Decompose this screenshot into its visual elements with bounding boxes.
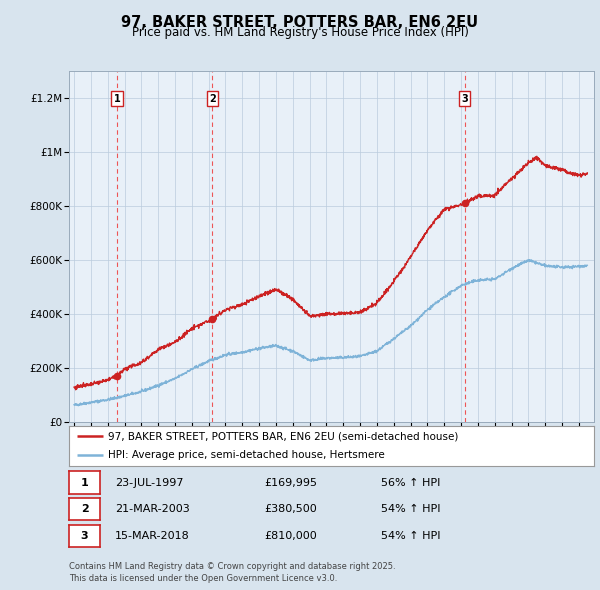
Text: 56% ↑ HPI: 56% ↑ HPI <box>381 478 440 487</box>
Text: £169,995: £169,995 <box>264 478 317 487</box>
Text: 23-JUL-1997: 23-JUL-1997 <box>115 478 184 487</box>
Text: 2: 2 <box>209 94 216 104</box>
Text: 3: 3 <box>461 94 468 104</box>
Text: 2: 2 <box>81 504 88 514</box>
Text: £810,000: £810,000 <box>264 531 317 540</box>
Text: 3: 3 <box>81 531 88 540</box>
Text: Price paid vs. HM Land Registry's House Price Index (HPI): Price paid vs. HM Land Registry's House … <box>131 26 469 39</box>
Text: 54% ↑ HPI: 54% ↑ HPI <box>381 504 440 514</box>
Text: 54% ↑ HPI: 54% ↑ HPI <box>381 531 440 540</box>
Text: 1: 1 <box>81 478 88 487</box>
Text: Contains HM Land Registry data © Crown copyright and database right 2025.
This d: Contains HM Land Registry data © Crown c… <box>69 562 395 583</box>
Text: 21-MAR-2003: 21-MAR-2003 <box>115 504 190 514</box>
Text: 15-MAR-2018: 15-MAR-2018 <box>115 531 190 540</box>
Text: 97, BAKER STREET, POTTERS BAR, EN6 2EU (semi-detached house): 97, BAKER STREET, POTTERS BAR, EN6 2EU (… <box>109 431 459 441</box>
Text: HPI: Average price, semi-detached house, Hertsmere: HPI: Average price, semi-detached house,… <box>109 450 385 460</box>
Text: £380,500: £380,500 <box>264 504 317 514</box>
Text: 97, BAKER STREET, POTTERS BAR, EN6 2EU: 97, BAKER STREET, POTTERS BAR, EN6 2EU <box>121 15 479 30</box>
Text: 1: 1 <box>114 94 121 104</box>
